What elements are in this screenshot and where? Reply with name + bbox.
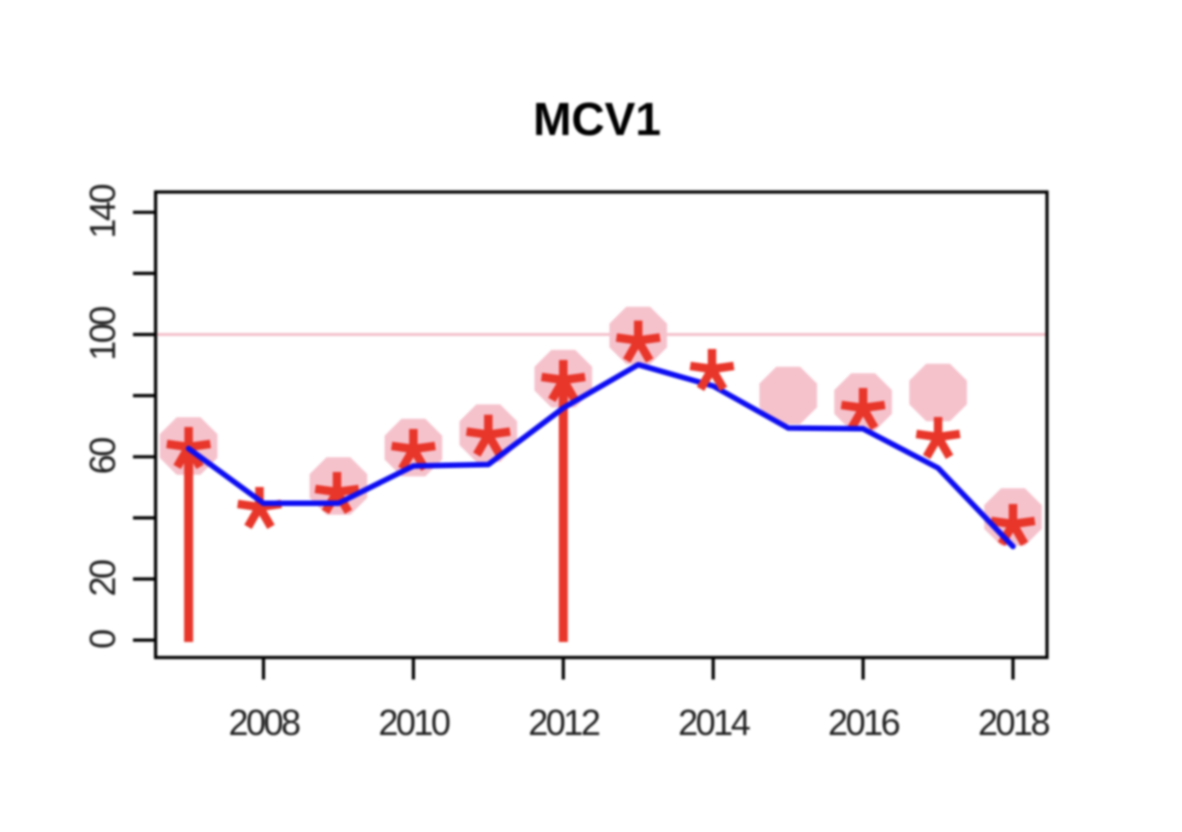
svg-text:2012: 2012 [528,702,600,743]
svg-text:0: 0 [82,630,123,649]
svg-text:60: 60 [82,438,123,475]
svg-text:MCV1: MCV1 [533,93,661,145]
svg-text:20: 20 [82,560,123,597]
svg-text:2016: 2016 [828,702,900,743]
svg-text:2010: 2010 [378,702,450,743]
svg-text:140: 140 [82,185,123,239]
svg-text:2008: 2008 [228,702,300,743]
svg-text:100: 100 [82,307,123,361]
svg-text:2018: 2018 [978,702,1050,743]
svg-text:2014: 2014 [678,702,750,743]
